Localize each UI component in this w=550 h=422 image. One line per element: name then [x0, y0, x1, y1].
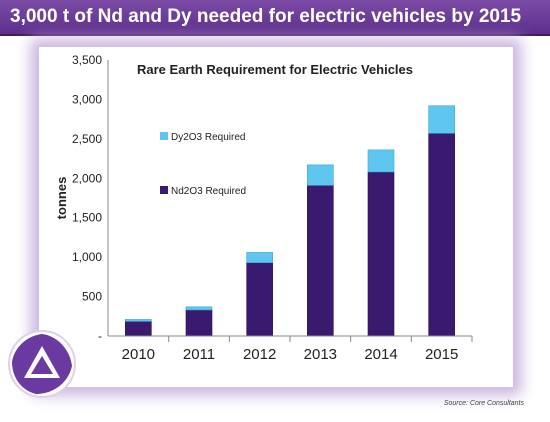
bar-nd2o3	[428, 133, 455, 337]
bar-dy2o3	[428, 105, 455, 134]
x-axis-ticks: 2010 2011 2012 2013 2014 2015	[122, 336, 473, 363]
y-tick-label: 3,000	[72, 92, 102, 106]
y-tick-label: 3,500	[72, 53, 102, 67]
legend-label-dy: Dy2O3 Required	[171, 132, 245, 143]
bar-nd2o3	[246, 262, 273, 337]
x-tick-label: 2012	[243, 346, 276, 363]
bar-dy2o3	[125, 319, 152, 322]
y-tick-label: 1,000	[72, 250, 102, 264]
logo-icon	[8, 330, 76, 398]
x-tick-label: 2011	[183, 346, 215, 363]
bar-dy2o3	[367, 149, 395, 173]
title-bar: 3,000 t of Nd and Dy needed for electric…	[0, 0, 550, 36]
bar-dy2o3	[246, 252, 273, 263]
legend-swatch-dy	[160, 132, 168, 140]
legend-swatch-nd	[160, 186, 168, 194]
bar-dy2o3	[185, 306, 213, 311]
y-tick-label: -	[98, 329, 102, 343]
y-axis-ticks: - 500 1,000 1,500 2,000 2,500 3,000 3,500	[72, 53, 102, 343]
y-tick-label: 1,500	[72, 211, 102, 225]
bar-nd2o3	[125, 321, 152, 337]
x-tick-label: 2014	[364, 346, 397, 363]
y-tick-label: 2,500	[72, 132, 102, 146]
bar-nd2o3	[367, 171, 395, 337]
x-tick-label: 2015	[425, 346, 458, 363]
y-axis-label: tonnes	[54, 177, 69, 220]
legend: Dy2O3 Required Nd2O3 Required	[160, 132, 246, 197]
bar-dy2o3	[307, 164, 334, 186]
bar-nd2o3	[307, 185, 334, 337]
legend-label-nd: Nd2O3 Required	[171, 186, 246, 197]
slide-title: 3,000 t of Nd and Dy needed for electric…	[10, 6, 522, 27]
bars	[125, 105, 455, 337]
source-note: Source: Core Consultants	[443, 400, 524, 407]
chart-title: Rare Earth Requirement for Electric Vehi…	[137, 62, 413, 77]
bar-nd2o3	[185, 309, 213, 337]
y-tick-label: 500	[82, 290, 102, 304]
x-tick-label: 2010	[122, 346, 155, 363]
y-tick-label: 2,000	[72, 171, 102, 185]
x-tick-label: 2013	[304, 346, 337, 363]
